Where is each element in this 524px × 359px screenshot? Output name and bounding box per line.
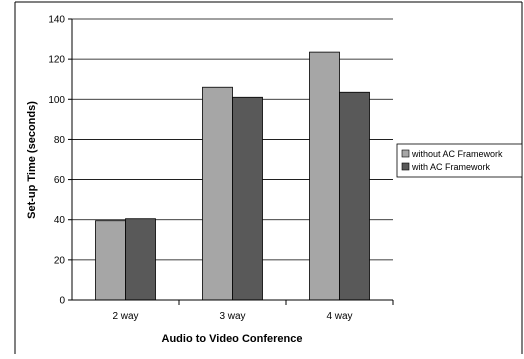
bar: [125, 218, 156, 301]
legend-label: without AC Framework: [411, 149, 503, 159]
bar: [232, 96, 263, 301]
legend: without AC Framework with AC Framework: [396, 143, 523, 178]
legend-box: [396, 143, 523, 178]
x-tick-label: 3 way: [219, 311, 245, 322]
y-tick-label: 40: [54, 215, 66, 226]
bar: [202, 86, 233, 301]
x-tick-label: 4 way: [326, 311, 352, 322]
axes-layer: [68, 18, 394, 305]
legend-label: with AC Framework: [411, 162, 491, 172]
x-axis-title: Audio to Video Conference: [162, 333, 303, 345]
y-axis-title: Set-up Time (seconds): [26, 101, 38, 219]
y-tick-label: 100: [48, 95, 65, 106]
x-tick-label: 2 way: [112, 311, 138, 322]
labels-layer: 0 20 40 60 80 100 120 140 2 way 3 way 4 way: [48, 15, 352, 323]
y-tick-label: 60: [54, 175, 66, 186]
bar: [309, 51, 340, 301]
y-tick-label: 140: [48, 15, 65, 26]
y-tick-label: 120: [48, 55, 65, 66]
legend-swatch: [401, 162, 410, 171]
bars-layer: [95, 51, 370, 301]
y-tick-label: 20: [54, 255, 66, 266]
y-tick-label: 0: [59, 296, 65, 307]
bar: [95, 220, 126, 301]
legend-swatch: [401, 149, 410, 158]
y-tick-label: 80: [54, 135, 66, 146]
bar: [339, 91, 370, 301]
